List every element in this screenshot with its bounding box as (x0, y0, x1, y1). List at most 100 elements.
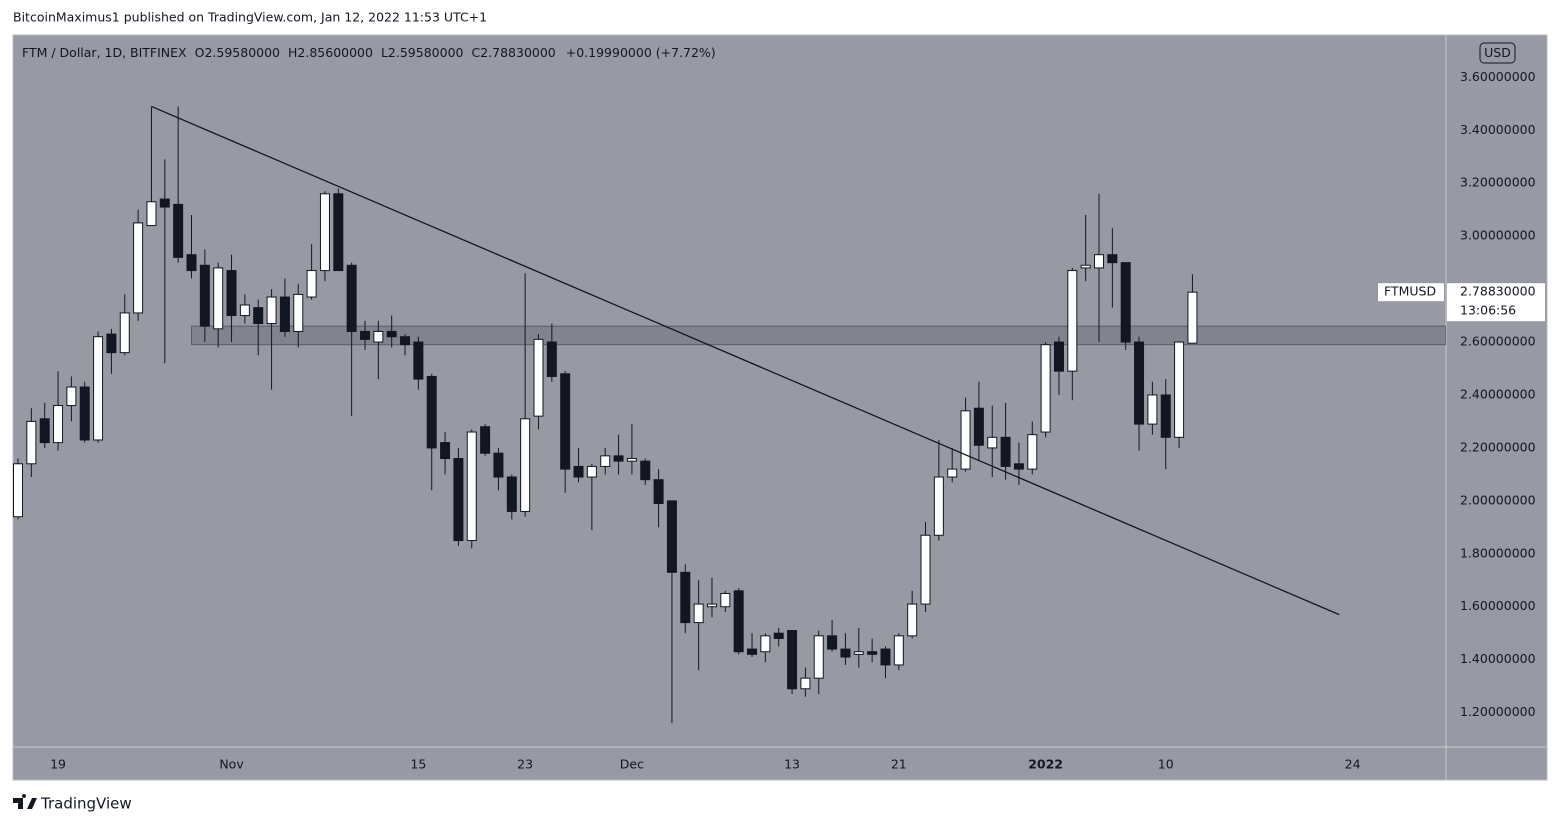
x-tick-label: 15 (410, 757, 426, 772)
candle-body (26, 420, 37, 465)
candle-body (747, 648, 758, 655)
candle-body (973, 407, 984, 446)
candle-body (440, 442, 451, 459)
brand-logo (13, 794, 37, 809)
candle-body (493, 452, 504, 478)
x-tick-label: 23 (517, 757, 533, 772)
candle-body (400, 336, 411, 346)
candle-body (693, 603, 704, 624)
candle-body (173, 203, 184, 258)
candle-body (867, 651, 878, 655)
price-tag-name: FTMUSD (1384, 284, 1436, 299)
y-tick-label: 2.00000000 (1460, 492, 1536, 507)
candle-body (640, 460, 651, 481)
currency[interactable]: USD (1484, 45, 1511, 60)
candle-body (373, 330, 384, 343)
currency-box[interactable] (1479, 42, 1516, 64)
candle-body (146, 201, 157, 227)
candle-body (613, 455, 624, 462)
candle-body (573, 465, 584, 478)
ohlc-value: 2.85600000 (297, 45, 373, 60)
candle-body (279, 296, 290, 332)
candle-body (306, 270, 317, 298)
y-tick-label: 1.40000000 (1460, 651, 1536, 666)
y-tick-label: 3.00000000 (1460, 228, 1536, 243)
footer: TradingView (13, 794, 132, 813)
x-tick-label: 10 (1158, 757, 1174, 772)
y-tick-label: 3.40000000 (1460, 122, 1536, 137)
candle-body (987, 436, 998, 449)
candle-body (239, 304, 250, 317)
candle-body (13, 463, 23, 518)
candle-body (720, 592, 731, 608)
candle-body (1134, 341, 1145, 425)
ohlc-label: C (471, 45, 480, 60)
x-tick-label: 24 (1345, 757, 1361, 772)
candle-body (813, 635, 824, 679)
y-tick-label: 1.80000000 (1460, 545, 1536, 560)
candle-body (506, 476, 517, 512)
symbol: FTM / Dollar, 1D, BITFINEX (22, 45, 187, 60)
candle-body (266, 296, 277, 325)
candle-body (706, 603, 717, 608)
candle-body (226, 270, 237, 317)
candle-body (1053, 341, 1064, 372)
trendline (151, 105, 1340, 616)
x-tick-label: 2022 (1028, 757, 1063, 772)
ohlc-label: O (195, 45, 205, 60)
y-tick-label: 3.60000000 (1460, 69, 1536, 84)
candle-body (1040, 344, 1051, 433)
candle-body (39, 418, 50, 444)
candle-body (520, 418, 531, 512)
candle-body (1187, 291, 1198, 344)
candle-body (1160, 394, 1171, 438)
candle-body (359, 330, 370, 340)
candle-body (1067, 270, 1078, 372)
x-tick-label: Dec (620, 757, 644, 772)
chart-background (12, 34, 1548, 781)
chart-legend: FTM / Dollar, 1D, BITFINEX O2.59580000 H… (22, 45, 716, 60)
candle-body (1147, 394, 1158, 425)
candle-body (186, 254, 197, 272)
candle-body (253, 307, 264, 325)
candle-body (533, 338, 544, 417)
publication: BitcoinMaximus1 published on TradingView… (13, 10, 487, 25)
candle-body (933, 476, 944, 536)
ohlc-value: 2.78830000 (480, 45, 556, 60)
candle-body (546, 341, 557, 377)
candle-body (199, 264, 210, 327)
candle-body (600, 455, 611, 467)
candle-body (787, 630, 798, 690)
x-tick-label: 13 (784, 757, 800, 772)
candle-body (880, 648, 891, 666)
candle-body (1094, 254, 1105, 269)
change: +0.19990000 (+7.72%) (566, 45, 716, 60)
candle-body (827, 635, 838, 650)
candle-body (733, 590, 744, 653)
candle-body (1027, 434, 1038, 470)
candle-body (159, 198, 170, 208)
y-tick-label: 3.20000000 (1460, 175, 1536, 190)
x-tick-label: Nov (219, 757, 244, 772)
candle-body (93, 336, 104, 441)
candle-body (666, 500, 677, 573)
candle-body (453, 457, 464, 542)
y-tick-label: 1.60000000 (1460, 598, 1536, 613)
candle-body (1120, 262, 1131, 343)
candle-body (346, 264, 357, 332)
candle-body (586, 465, 597, 478)
candle-body (53, 405, 64, 444)
candle-body (133, 222, 144, 314)
support-zone (190, 325, 1446, 346)
candle-body (853, 651, 864, 655)
y-tick-label: 1.20000000 (1460, 704, 1536, 719)
candle-body (1013, 463, 1024, 470)
candle-body (840, 648, 851, 658)
candle-body (907, 603, 918, 637)
candle-body (79, 386, 90, 441)
y-tick-label: 2.40000000 (1460, 386, 1536, 401)
ohlc-label: L (381, 45, 388, 60)
candle-body (1080, 264, 1091, 269)
brand-name: TradingView (40, 795, 132, 813)
